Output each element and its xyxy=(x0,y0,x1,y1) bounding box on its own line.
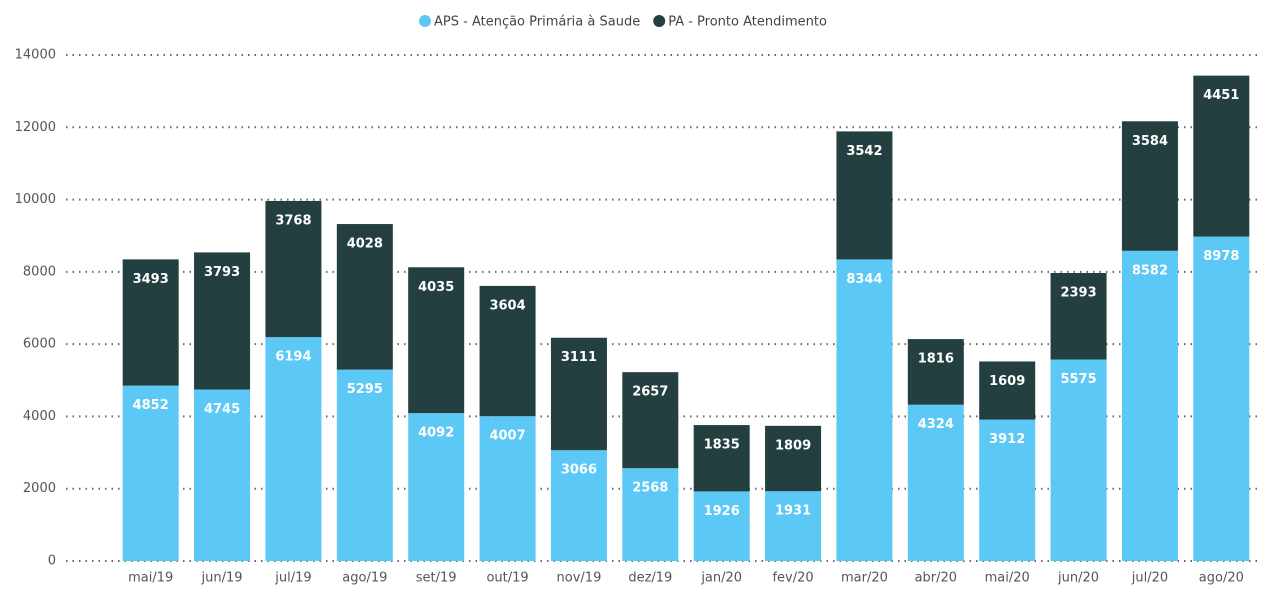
bar-segment xyxy=(194,389,251,561)
legend-marker xyxy=(419,15,431,27)
value-label: 4852 xyxy=(133,398,169,413)
bar-segment xyxy=(979,361,1036,420)
y-tick-label: 10000 xyxy=(15,192,56,207)
bar-segment xyxy=(408,413,465,561)
value-label: 1609 xyxy=(989,374,1025,389)
value-label: 3584 xyxy=(1132,134,1168,149)
x-tick-label: mai/19 xyxy=(128,571,173,586)
y-tick-label: 4000 xyxy=(23,409,56,424)
y-tick-label: 2000 xyxy=(23,481,56,496)
x-tick-label: abr/20 xyxy=(915,571,958,586)
value-label: 8582 xyxy=(1132,263,1168,278)
x-tick-label: mai/20 xyxy=(985,571,1030,586)
legend-marker xyxy=(653,15,666,27)
y-tick-label: 12000 xyxy=(15,120,56,135)
legend: APS - Atenção Primária à Saude PA - Pront… xyxy=(419,15,827,30)
y-tick-label: 0 xyxy=(48,554,56,569)
bar-segment xyxy=(479,285,536,417)
bar-segment xyxy=(622,468,679,561)
value-label: 3768 xyxy=(275,213,311,228)
x-tick-label: out/19 xyxy=(486,571,528,586)
bar-segment xyxy=(765,491,822,561)
x-tick-label: jun/20 xyxy=(1057,571,1099,586)
x-tick-label: jan/20 xyxy=(700,571,742,586)
value-label: 1809 xyxy=(775,438,811,453)
bar-segment xyxy=(1193,236,1250,561)
bar-segment xyxy=(336,224,393,370)
bar-segment xyxy=(122,259,179,386)
value-label: 1835 xyxy=(704,438,740,453)
value-label: 4028 xyxy=(347,237,383,252)
value-label: 8978 xyxy=(1203,249,1239,264)
bar-segment xyxy=(836,131,893,260)
bar-segment xyxy=(1121,250,1178,561)
bar-segment xyxy=(408,267,465,414)
value-label: 4092 xyxy=(418,426,454,441)
value-label: 1816 xyxy=(918,352,954,367)
bar-segment xyxy=(1193,75,1250,237)
bar-segment xyxy=(907,339,964,405)
x-tick-label: set/19 xyxy=(416,571,457,586)
bar-segment xyxy=(836,259,893,561)
bar-segment xyxy=(194,252,251,390)
value-label: 5295 xyxy=(347,382,383,397)
bar-segment xyxy=(907,404,964,561)
bar-segment xyxy=(765,425,822,492)
y-tick-label: 14000 xyxy=(15,48,56,63)
bar-segment xyxy=(550,337,607,451)
bar-segment xyxy=(1050,273,1107,360)
value-label: 3111 xyxy=(561,350,597,365)
value-label: 4007 xyxy=(489,429,525,444)
x-tick-label: nov/19 xyxy=(557,571,602,586)
value-label: 6194 xyxy=(275,350,311,365)
x-tick-label: jul/19 xyxy=(274,571,311,586)
x-tick-label: ago/20 xyxy=(1199,571,1244,586)
legend-label: PA - Pronto Atendimento xyxy=(668,15,827,30)
value-label: 4324 xyxy=(918,417,954,432)
x-tick-label: dez/19 xyxy=(628,571,672,586)
value-label: 8344 xyxy=(846,272,882,287)
bar-segment xyxy=(1121,121,1178,251)
bar-segment xyxy=(479,416,536,561)
value-label: 3066 xyxy=(561,463,597,478)
value-label: 3493 xyxy=(133,272,169,287)
value-label: 2657 xyxy=(632,385,668,400)
value-label: 4035 xyxy=(418,280,454,295)
bar-segment xyxy=(693,491,750,561)
x-tick-label: jul/20 xyxy=(1131,571,1168,586)
value-label: 1931 xyxy=(775,504,811,519)
bar-segment xyxy=(979,419,1036,561)
x-tick-label: fev/20 xyxy=(772,571,813,586)
legend-label: APS - Atenção Primária à Saude xyxy=(434,15,640,30)
bar-segment xyxy=(122,385,179,561)
value-label: 3604 xyxy=(489,298,525,313)
y-tick-label: 8000 xyxy=(23,264,56,279)
value-label: 2393 xyxy=(1060,286,1096,301)
value-label: 2568 xyxy=(632,481,668,496)
value-label: 1926 xyxy=(704,504,740,519)
bar-segment xyxy=(622,372,679,469)
x-tick-label: mar/20 xyxy=(841,571,888,586)
bar-segment xyxy=(265,200,322,338)
value-label: 5575 xyxy=(1060,372,1096,387)
bar-segment xyxy=(693,425,750,492)
value-label: 3542 xyxy=(846,144,882,159)
value-label: 4451 xyxy=(1203,88,1239,103)
bar-segment xyxy=(336,369,393,561)
x-tick-label: ago/19 xyxy=(342,571,387,586)
value-label: 3912 xyxy=(989,432,1025,447)
y-tick-label: 6000 xyxy=(23,337,56,352)
bar-segment xyxy=(550,450,607,561)
bar-segment xyxy=(1050,359,1107,561)
x-tick-label: jun/19 xyxy=(201,571,243,586)
bar-segment xyxy=(265,337,322,561)
value-label: 4745 xyxy=(204,402,240,417)
value-label: 3793 xyxy=(204,265,240,280)
